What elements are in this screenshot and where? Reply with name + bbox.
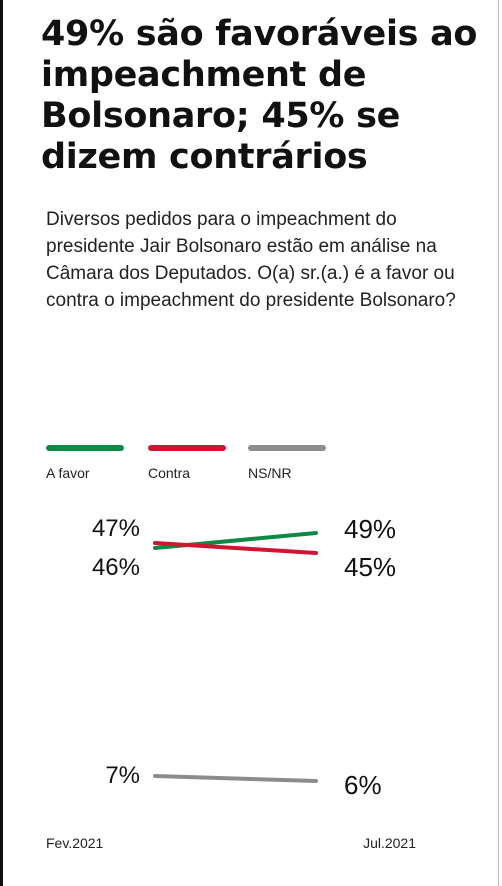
legend-label-contra: Contra	[148, 465, 191, 481]
series-line-ns-nr	[153, 774, 318, 783]
frame-left-border	[0, 0, 3, 886]
frame-right-border	[498, 0, 499, 886]
legend-swatch-ns-nr	[248, 445, 326, 451]
survey-question: Diversos pedidos para o impeachment do p…	[46, 209, 456, 311]
legend-label-ns-nr: NS/NR	[248, 465, 292, 481]
legend-item-ns-nr: NS/NR	[248, 445, 326, 481]
legend-item-contra: Contra	[148, 445, 226, 481]
data-label-a-favor-end: 49%	[344, 514, 396, 544]
data-label-contra-start: 47%	[92, 515, 140, 542]
chart-legend: A favor Contra NS/NR	[46, 445, 466, 485]
x-tick-label-jul-2021: Jul.2021	[363, 835, 416, 851]
data-label-a-favor-start: 46%	[92, 554, 140, 581]
legend-swatch-contra	[148, 445, 226, 451]
data-label-contra-end: 45%	[344, 552, 396, 582]
x-tick-label-fev-2021: Fev.2021	[46, 835, 104, 851]
legend-label-a-favor: A favor	[46, 465, 90, 481]
chart-title: 49% são favoráveis ao impeachment de Bol…	[41, 14, 478, 177]
series-line-contra	[153, 541, 318, 555]
data-label-ns-nr-start: 7%	[105, 762, 140, 789]
legend-item-a-favor: A favor	[46, 445, 124, 481]
legend-swatch-a-favor	[46, 445, 124, 451]
line-chart: 46% 49% 47% 45% 7% 6% Fev.2021 Jul.2021	[46, 514, 416, 851]
data-label-ns-nr-end: 6%	[344, 770, 382, 800]
